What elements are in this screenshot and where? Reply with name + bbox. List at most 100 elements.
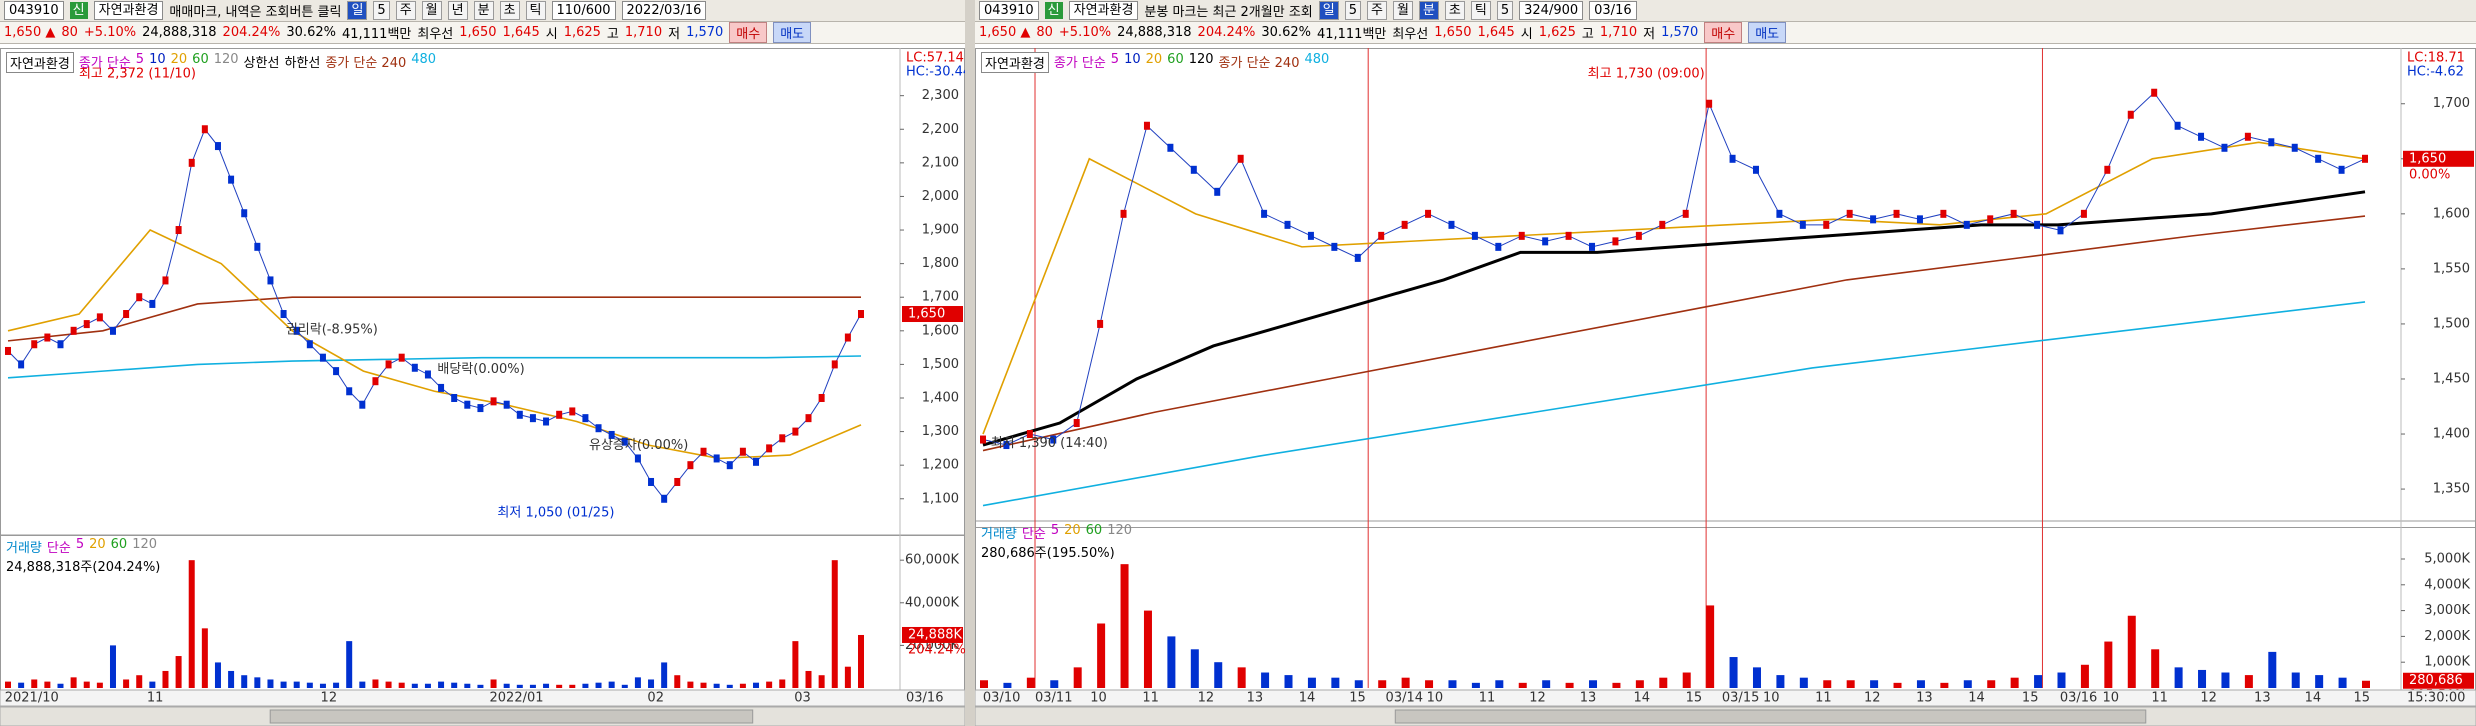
y-tick-label: 1,700 — [922, 290, 959, 305]
volume-bar — [1870, 680, 1879, 688]
legend-item: 60 — [1167, 52, 1184, 67]
date-label: 14 — [2305, 691, 2322, 706]
volume-frame — [975, 520, 2476, 691]
volume-bar — [2221, 672, 2230, 688]
legend-item: 종가 단순 240 — [1218, 56, 1300, 71]
candle — [713, 454, 720, 463]
period-button[interactable]: 월 — [1392, 1, 1413, 20]
candle — [2104, 165, 2111, 174]
candle — [1331, 242, 1338, 251]
quote-low: 1,570 — [686, 25, 724, 40]
legend-item: 120 — [213, 52, 239, 67]
period-button[interactable]: 5 — [1344, 1, 1361, 20]
candle — [1542, 237, 1549, 246]
period-button[interactable]: 주 — [395, 1, 416, 20]
notice: 매매마크, 내역은 조회버튼 클릭 — [169, 5, 342, 20]
candle — [516, 410, 523, 419]
volume-bar — [333, 682, 340, 688]
volume-bar — [779, 679, 786, 688]
candle — [1823, 220, 1830, 229]
period-button[interactable]: 5 — [1496, 1, 1514, 20]
date-label: 03/11 — [1035, 691, 1072, 706]
volume-bar — [766, 681, 773, 688]
period-button[interactable]: 년 — [447, 1, 468, 20]
quote-buy[interactable]: 매수 — [1704, 22, 1743, 43]
candle — [1518, 231, 1525, 240]
candle — [83, 320, 90, 329]
period-button[interactable]: 5 — [373, 1, 390, 20]
period-button[interactable]: 일 — [347, 1, 368, 20]
date-box[interactable]: 2022/03/16 — [621, 1, 707, 20]
quote-sell[interactable]: 매도 — [773, 22, 812, 43]
period-button[interactable]: 일 — [1318, 1, 1339, 20]
current-price-label: 1,650 — [908, 307, 945, 322]
candle — [18, 360, 25, 369]
volume-bar — [2010, 677, 2019, 688]
volume-bar — [424, 683, 431, 688]
y-tick-label: 2,200 — [922, 122, 959, 137]
period-button[interactable]: 틱 — [1470, 1, 1491, 20]
legend-item: 하한선 — [284, 56, 321, 71]
legend-item: 거래량 — [981, 527, 1017, 542]
stock-code[interactable]: 043910 — [4, 1, 64, 20]
candle — [582, 414, 589, 423]
period-button[interactable]: 틱 — [525, 1, 546, 20]
quote-high-label: 고 — [606, 27, 619, 42]
quote-sell[interactable]: 매도 — [1748, 22, 1787, 43]
volume-bar — [1401, 677, 1410, 688]
candle — [831, 360, 838, 369]
volume-bar — [267, 679, 274, 688]
stock-code[interactable]: 043910 — [979, 1, 1039, 20]
candle — [1495, 242, 1502, 251]
date-label: 10 — [1427, 691, 1444, 706]
legend-item: 120 — [1107, 523, 1133, 538]
date-label: 02 — [647, 691, 664, 706]
volume-bar — [1823, 680, 1832, 688]
y-tick-label: 1,400 — [2433, 427, 2470, 442]
volume-bar — [1893, 682, 1902, 688]
candle — [1682, 209, 1689, 218]
candle — [333, 367, 340, 376]
candle — [372, 377, 379, 386]
volume-bar — [1378, 680, 1387, 688]
date-label: 15 — [2354, 691, 2371, 706]
candle — [543, 417, 550, 426]
candle — [980, 435, 986, 444]
volume-bar — [1542, 680, 1551, 688]
candle — [1097, 319, 1104, 328]
candle — [1284, 220, 1291, 229]
volume-bar — [621, 684, 628, 688]
volume-bar — [608, 681, 615, 688]
period-button[interactable]: 초 — [499, 1, 520, 20]
quote-bar: 1,650 ▲ 80 +5.10% 24,888,318 204.24% 30.62% 41… — [975, 22, 2476, 44]
candle — [1799, 220, 1806, 229]
volume-bar — [1331, 677, 1340, 688]
date-box[interactable]: 03/16 — [1589, 1, 1637, 20]
period-button[interactable]: 주 — [1367, 1, 1387, 20]
candle — [424, 370, 431, 379]
candle — [634, 454, 641, 463]
stock-name[interactable]: 자연과환경 — [93, 1, 164, 20]
date-label: 03 — [794, 691, 811, 706]
y-tick-label: 1,350 — [2433, 482, 2470, 497]
volume-bar — [490, 679, 497, 688]
y-tick-label: 1,500 — [922, 357, 959, 372]
stock-name[interactable]: 자연과환경 — [1068, 1, 1139, 20]
current-volume-marker — [902, 626, 963, 643]
period-button[interactable]: 월 — [421, 1, 442, 20]
period-button[interactable]: 초 — [1444, 1, 1465, 20]
volume-bar — [543, 683, 550, 688]
volume-bar — [2244, 675, 2253, 688]
volume-bar — [123, 679, 130, 688]
volume-bar — [1589, 680, 1598, 688]
candle — [700, 447, 707, 456]
quote-vol-ratio: 204.24% — [1197, 25, 1256, 40]
volume-bar — [1495, 680, 1504, 688]
period-button[interactable]: 분 — [1418, 1, 1439, 20]
quote-open-label: 시 — [1520, 27, 1533, 42]
quote-buy[interactable]: 매수 — [729, 22, 768, 43]
volume-bar — [57, 683, 64, 688]
candle — [57, 340, 64, 349]
candle — [175, 226, 182, 235]
period-button[interactable]: 분 — [473, 1, 494, 20]
